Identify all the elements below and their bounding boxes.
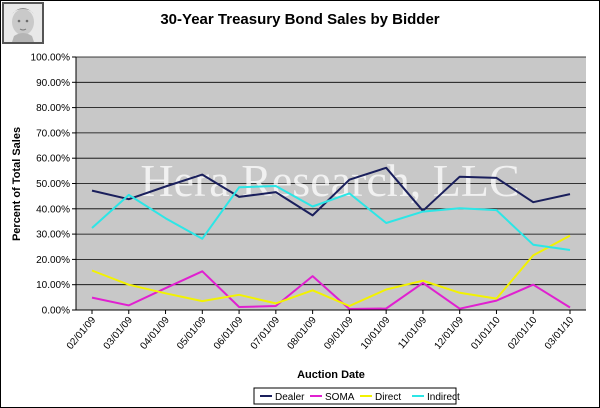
y-tick-label: 0.00%	[42, 306, 70, 317]
y-tick-label: 10.00%	[36, 280, 70, 291]
chart-title: 30-Year Treasury Bond Sales by Bidder	[160, 11, 439, 28]
x-axis-label: Auction Date	[297, 369, 365, 381]
legend-label-dealer: Dealer	[275, 392, 305, 403]
legend-box	[253, 387, 457, 405]
series-line-indirect	[91, 185, 571, 251]
legend: Dealer SOMA Direct Indirect	[253, 387, 460, 405]
y-tick-label: 80.00%	[36, 103, 70, 114]
y-tick-label: 30.00%	[36, 230, 70, 241]
series-line-direct	[91, 234, 571, 307]
legend-label-direct: Direct	[375, 392, 401, 403]
series-layer	[91, 166, 571, 310]
legend-items: Dealer SOMA Direct Indirect	[260, 392, 460, 403]
series-line-dealer	[91, 166, 571, 217]
y-tick-label: 50.00%	[36, 179, 70, 190]
y-tick-label: 70.00%	[36, 128, 70, 139]
y-tick-label: 20.00%	[36, 255, 70, 266]
y-tick-label: 100.00%	[31, 53, 71, 64]
grid-layer	[72, 56, 586, 314]
y-axis-label: Percent of Total Sales	[11, 127, 23, 241]
y-tick-label: 90.00%	[36, 78, 70, 89]
y-tick-labels: 0.00% 10.00% 20.00% 30.00% 40.00% 50.00% 60.00…	[31, 53, 71, 317]
y-tick-label: 40.00%	[36, 204, 70, 215]
y-tick-label: 60.00%	[36, 154, 70, 165]
legend-label-indirect: Indirect	[427, 392, 460, 403]
bust-logo	[2, 2, 44, 44]
legend-label-soma: SOMA	[325, 392, 355, 403]
series-line-soma	[91, 270, 571, 310]
